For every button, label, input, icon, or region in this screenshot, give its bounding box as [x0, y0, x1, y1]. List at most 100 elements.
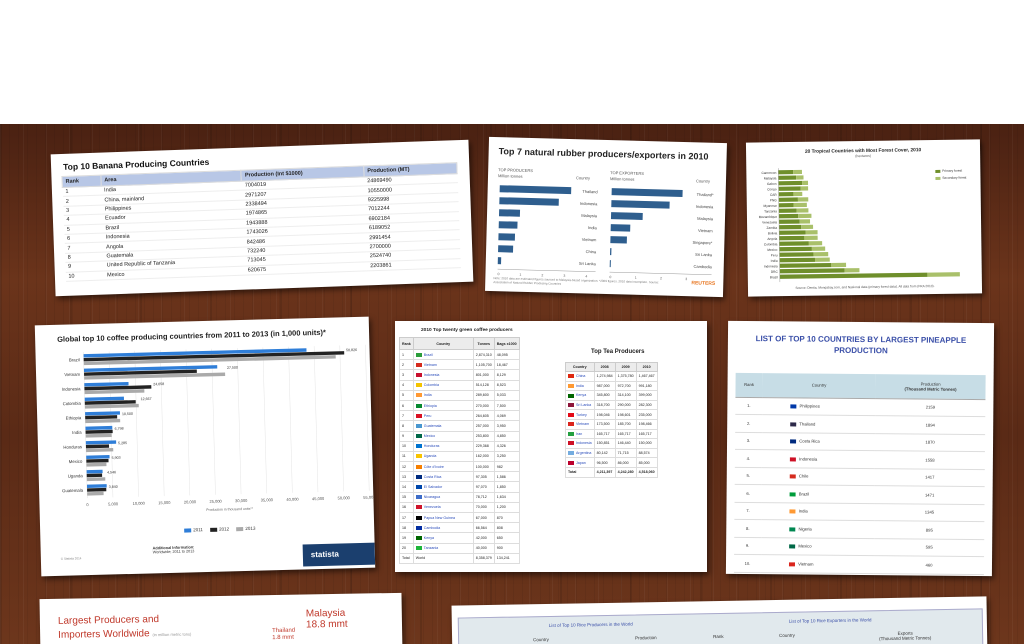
tea-country[interactable]: India	[565, 380, 595, 392]
coffee-bar	[83, 365, 218, 373]
coffee-bar	[85, 429, 113, 434]
coffee-bar	[85, 425, 113, 431]
gc-tonnes: 97,070	[472, 481, 495, 493]
forest-primary-bar	[778, 169, 794, 175]
exporter-tick: 3	[685, 277, 687, 281]
pine-country: India	[761, 502, 875, 521]
forest-primary-bar	[778, 186, 801, 191]
pine-rank: 6.	[734, 484, 762, 503]
forest-country-label: CAR	[770, 193, 777, 197]
gc-rank: 2	[399, 359, 414, 371]
tea-value: 1,274,984	[593, 371, 616, 382]
pine-rank: 9.	[734, 536, 762, 555]
table-row: 1. Philippines 2159	[735, 396, 986, 417]
pine-country: Costa Rica	[762, 432, 876, 451]
table-row: 10. Vietnam 460	[733, 554, 985, 575]
pine-rank: 3.	[734, 431, 763, 450]
gc-country[interactable]: Honduras	[412, 440, 474, 452]
gc-bags: 3,950	[493, 420, 520, 432]
pine-production: 1345	[874, 503, 985, 522]
tea-value: 146,440	[614, 438, 637, 449]
flag-icon	[415, 362, 422, 367]
table-row: 8 Guatemala 257,000 3,950	[399, 420, 520, 432]
col-country2: Country	[779, 632, 795, 638]
tea-country[interactable]: Sri Lanka	[565, 399, 595, 411]
producer-label: India	[588, 225, 598, 230]
table-row: Iran 165,717 165,717 165,717	[565, 428, 658, 440]
gc-country[interactable]: Uganda	[412, 450, 474, 463]
gc-rank: 14	[399, 481, 414, 493]
exporter-tick: 2	[660, 276, 662, 280]
tea-country[interactable]: Vietnam	[565, 418, 595, 430]
pineapple-production-card: LIST OF TOP 10 COUNTRIES BY LARGEST PINE…	[725, 320, 995, 577]
gc-country[interactable]: Côte d'Ivoire	[412, 461, 474, 473]
forest-secondary-bar	[798, 213, 812, 219]
gc-rank: 15	[399, 491, 414, 503]
flag-icon	[790, 422, 797, 427]
tea-header-0: Country	[565, 362, 595, 372]
table-row: Kenya 345,800 314,100 399,000	[565, 390, 658, 401]
gc-country[interactable]: Peru	[412, 410, 474, 422]
tea-country[interactable]: Indonesia	[565, 438, 595, 449]
flag-icon	[568, 451, 574, 456]
tea-country[interactable]: Iran	[565, 428, 595, 440]
tea-country[interactable]: China	[565, 371, 595, 382]
table-row: 10 Honduras 229,368 4,326	[399, 440, 520, 452]
tea-value: 165,717	[614, 428, 637, 440]
coffee-bar	[86, 458, 109, 463]
producer-axis	[497, 268, 596, 272]
tea-country[interactable]: Kenya	[565, 390, 595, 401]
coffee-bar	[86, 473, 103, 478]
gc-country[interactable]: Mexico	[412, 430, 474, 442]
forest-primary-bar	[778, 208, 797, 213]
forest-country-label: India	[771, 259, 778, 263]
forest-secondary-bar	[814, 257, 830, 262]
forest-secondary-bar	[793, 169, 802, 175]
gc-country[interactable]: Cambodia	[412, 522, 474, 534]
flag-icon	[415, 485, 422, 490]
gc-tonnes: 1,105,700	[472, 359, 495, 371]
gc-country[interactable]: Papua New Guinea	[412, 511, 474, 524]
coffee-bar	[85, 440, 117, 445]
coffee-bar	[85, 418, 121, 424]
gc-total-cell: World	[412, 552, 474, 564]
forest-secondary-bar	[844, 268, 860, 273]
gc-rank: 3	[399, 369, 414, 381]
coffee-country-label: Colombia	[63, 401, 82, 406]
gc-country[interactable]: El Salvador	[412, 481, 474, 493]
gc-country[interactable]: Nicaragua	[412, 491, 474, 503]
gc-country[interactable]: Guatemala	[412, 420, 474, 432]
gc-bags: 4,069	[493, 410, 520, 422]
tea-country[interactable]: Japan	[565, 457, 595, 468]
tea-country[interactable]: Argentina	[565, 447, 595, 459]
pine-country: Vietnam	[760, 554, 875, 574]
gc-bags: 4,850	[493, 430, 520, 442]
gc-country[interactable]: Kenya	[412, 532, 474, 544]
coffee-gridline	[313, 346, 319, 493]
gc-country[interactable]: Venezuela	[412, 501, 474, 514]
forest-country-label: Bolivia	[768, 231, 778, 235]
gc-tonnes: 270,000	[472, 399, 495, 412]
gc-country[interactable]: Tanzania	[412, 542, 474, 554]
gc-country[interactable]: Vietnam	[412, 359, 474, 371]
gc-country[interactable]: Colombia	[412, 379, 474, 391]
table-row: 3. Costa Rica 1870	[734, 431, 986, 452]
gc-rank: 20	[399, 542, 414, 554]
gc-country[interactable]: Ethiopia	[412, 399, 474, 412]
tea-country[interactable]: Turkey	[565, 409, 595, 420]
forest-primary-bar	[778, 175, 797, 180]
legend-2012: 2012	[219, 526, 230, 532]
tea-value: 318,700	[593, 399, 616, 411]
gc-country[interactable]: Indonesia	[412, 369, 474, 381]
gc-bags: 4,326	[493, 440, 520, 452]
flag-icon	[789, 457, 796, 462]
flag-icon	[568, 460, 574, 465]
tea-value: 1,375,780	[614, 371, 637, 382]
gc-bags: 48,095	[493, 348, 520, 361]
coffee-data-label: 10,500	[122, 412, 133, 416]
gc-country[interactable]: Brazil	[412, 348, 474, 361]
gc-country[interactable]: Costa Rica	[412, 471, 474, 483]
gc-country[interactable]: India	[412, 389, 474, 401]
forest-primary-bar	[779, 235, 805, 241]
table-row: 4. Indonesia 1558	[734, 449, 985, 470]
